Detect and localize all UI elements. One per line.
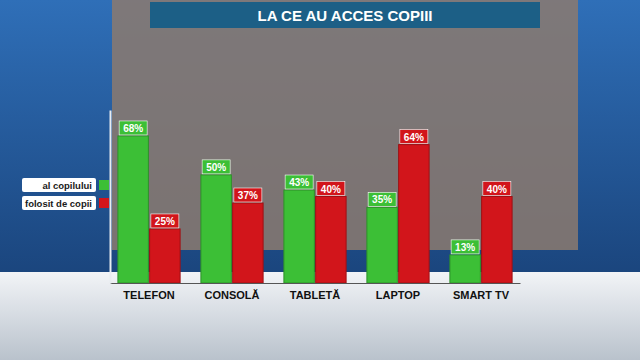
legend: al copilului folosit de copii [22, 178, 109, 210]
data-label: 25% [155, 216, 175, 227]
bar [450, 255, 480, 283]
x-tick: TELEFON [123, 283, 174, 301]
x-axis: TELEFON CONSOLĂ TABLETĂ LAPTOP SMART TV [111, 283, 521, 301]
data-label-box [400, 130, 428, 144]
bars [118, 136, 512, 283]
legend-swatch [99, 198, 109, 208]
legend-box [22, 196, 96, 210]
data-label-box [234, 188, 262, 202]
legend-box [22, 178, 96, 192]
x-tick: LAPTOP [376, 283, 420, 301]
x-tick-label: CONSOLĂ [205, 289, 260, 301]
data-label: 13% [455, 242, 475, 253]
bar [399, 145, 429, 283]
bar [201, 175, 231, 283]
legend-label: al copilului [42, 180, 92, 191]
x-tick: SMART TV [453, 283, 510, 301]
data-label: 68% [123, 123, 143, 134]
background [0, 0, 640, 360]
data-label-box [285, 175, 313, 189]
legend-swatch [99, 180, 109, 190]
x-axis-line [111, 283, 521, 284]
data-label: 40% [321, 184, 341, 195]
x-tick-label: LAPTOP [376, 289, 420, 301]
data-labels: 68% 50% 43% 35% 13% 25% 37% 40% 64% 40% [119, 121, 511, 254]
data-label-box [151, 214, 179, 228]
data-label: 43% [289, 177, 309, 188]
data-label-box [119, 121, 147, 135]
title: LA CE AU ACCES COPIII [257, 7, 432, 24]
data-label: 50% [206, 162, 226, 173]
data-label-box [451, 240, 479, 254]
data-label: 64% [404, 132, 424, 143]
x-tick-label: SMART TV [453, 289, 510, 301]
bar [316, 197, 346, 284]
bar [482, 197, 512, 284]
y-axis-line [110, 111, 112, 284]
bar [367, 207, 397, 283]
data-label-box [202, 160, 230, 174]
bar [150, 229, 180, 283]
data-label-box [483, 182, 511, 196]
legend-item: folosit de copii [22, 196, 109, 210]
x-tick: TABLETĂ [290, 283, 341, 301]
title-banner [150, 2, 540, 28]
data-label: 35% [372, 194, 392, 205]
bar [233, 203, 263, 283]
bar [118, 136, 148, 283]
data-label: 37% [238, 190, 258, 201]
legend-label: folosit de copii [25, 198, 92, 209]
x-tick-label: TELEFON [123, 289, 174, 301]
data-label: 40% [487, 184, 507, 195]
data-label-box [317, 182, 345, 196]
y-axis [110, 111, 111, 284]
x-tick: CONSOLĂ [205, 283, 260, 301]
floor [0, 272, 640, 360]
bar [284, 190, 314, 283]
x-tick-label: TABLETĂ [290, 289, 341, 301]
legend-item: al copilului [22, 178, 109, 192]
data-label-box [368, 192, 396, 206]
